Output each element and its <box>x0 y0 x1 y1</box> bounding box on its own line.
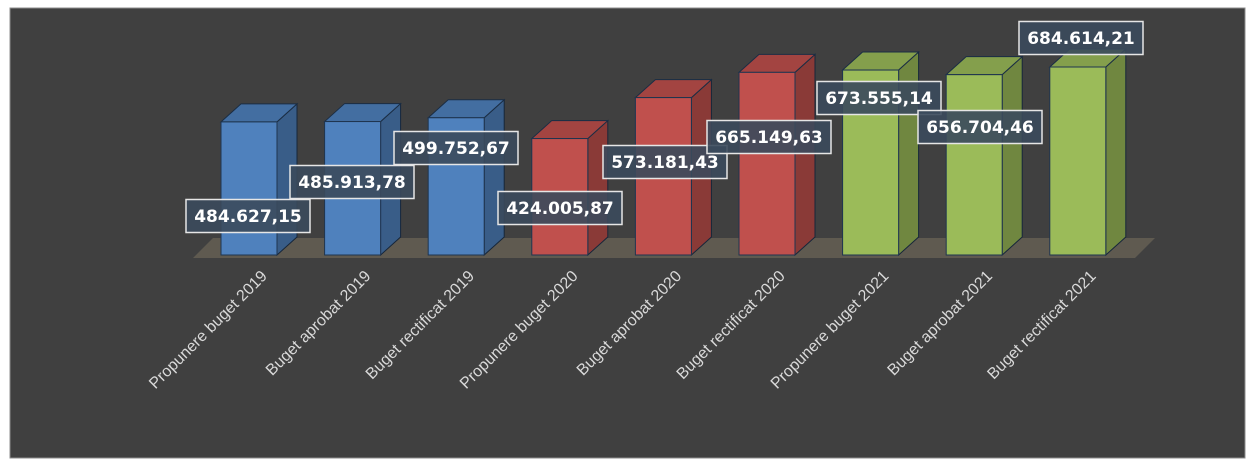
bar <box>738 71 796 256</box>
data-label: 485.913,78 <box>298 173 406 193</box>
data-label-box <box>816 80 942 116</box>
data-label: 673.555,14 <box>825 89 933 109</box>
bar <box>1049 66 1107 256</box>
bar-side <box>483 98 505 257</box>
data-label-box <box>497 190 623 226</box>
data-label: 499.752,67 <box>402 139 510 159</box>
data-label-box <box>706 119 832 155</box>
data-label: 573.181,43 <box>611 153 719 173</box>
bar-side <box>794 53 816 257</box>
data-label-box <box>393 130 519 166</box>
bar <box>220 121 278 256</box>
data-label: 484.627,15 <box>194 207 302 227</box>
data-label: 684.614,21 <box>1027 29 1135 49</box>
bar-side <box>1105 47 1127 257</box>
data-label: 665.149,63 <box>715 128 823 148</box>
data-label-box <box>1018 20 1144 56</box>
bar-side <box>587 119 609 257</box>
data-label-box <box>917 109 1043 145</box>
bar-side <box>1001 55 1023 257</box>
data-label: 424.005,87 <box>506 199 614 219</box>
data-label: 656.704,46 <box>926 118 1034 138</box>
bar <box>945 74 1003 256</box>
data-label-box <box>289 164 415 200</box>
data-label-box <box>185 198 311 234</box>
